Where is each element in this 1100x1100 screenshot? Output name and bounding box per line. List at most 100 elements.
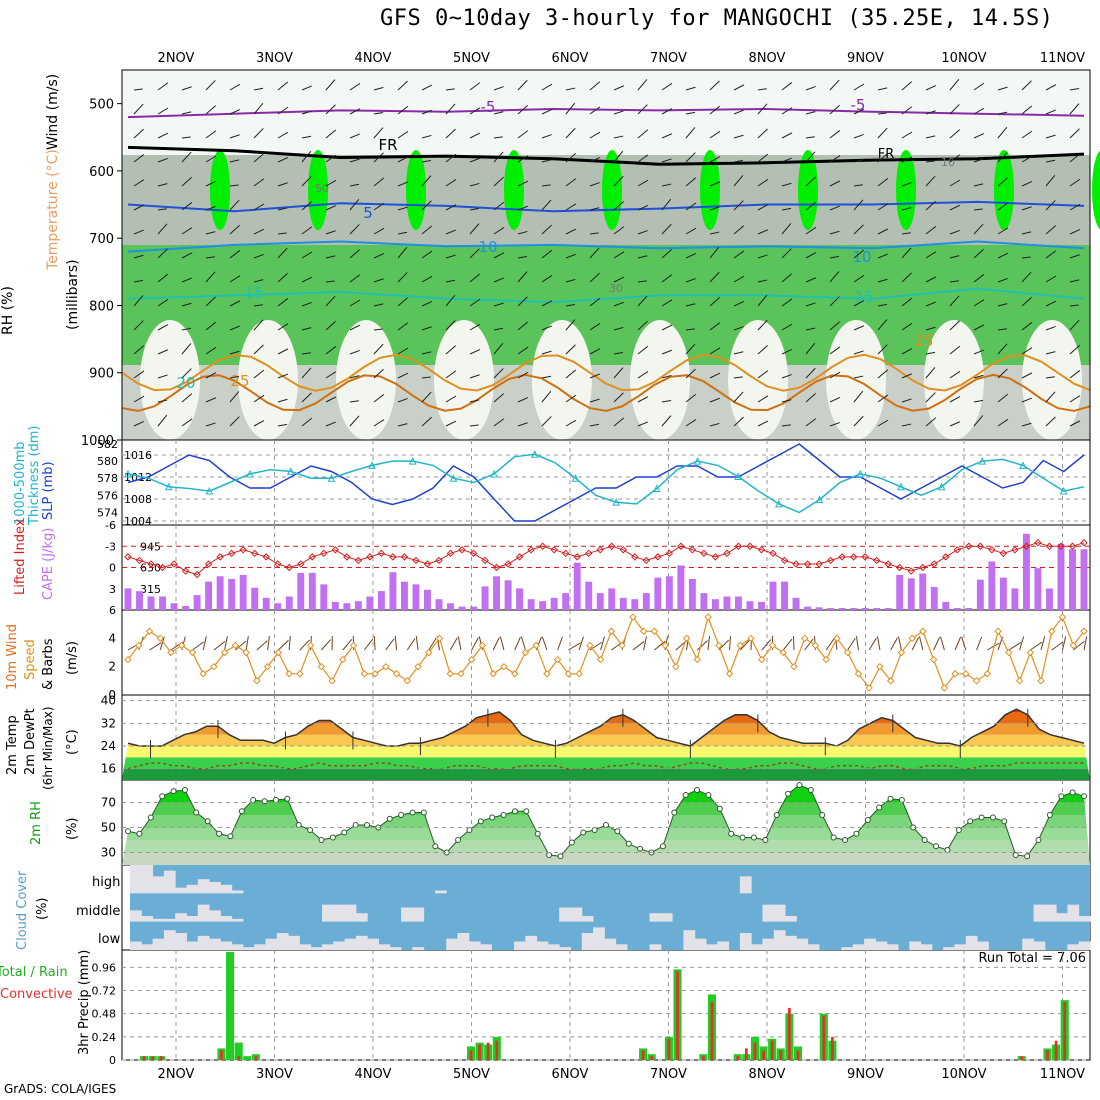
cape-bar	[1022, 533, 1030, 610]
upper-wind-barb	[277, 373, 288, 379]
cape-bar	[228, 578, 236, 610]
upper-wind-barb	[397, 397, 408, 403]
upper-wind-barb	[253, 203, 265, 211]
upper-wind-barb	[997, 86, 1008, 91]
upper-wind-barb	[949, 154, 961, 163]
wind-barb	[782, 638, 793, 651]
upper-wind-barb	[397, 231, 408, 235]
upper-wind-barb	[253, 228, 265, 235]
wind-speed-marker	[865, 684, 873, 692]
temp-tick: 32	[101, 716, 116, 730]
upper-wind-barb	[733, 159, 744, 163]
wind-barb	[406, 638, 416, 651]
rh-marker	[933, 843, 940, 850]
upper-wind-barb	[181, 393, 193, 403]
upper-wind-barb	[589, 423, 600, 427]
upper-wind-barb	[877, 319, 888, 331]
upper-wind-barb	[637, 79, 648, 91]
upper-wind-barb	[973, 399, 984, 403]
cape-bar	[884, 607, 892, 610]
upper-wind-barb	[1045, 391, 1056, 403]
day-label-bottom: 11NOV	[1040, 1067, 1085, 1082]
upper-wind-barb	[1045, 376, 1055, 379]
upper-wind-barb	[1069, 178, 1081, 187]
upper-wind-barb	[973, 133, 985, 139]
wind-barb	[729, 635, 732, 651]
li-marker	[700, 549, 708, 558]
upper-wind-barb	[733, 250, 745, 259]
wind-barb	[1040, 636, 1046, 651]
upper-wind-barb	[157, 298, 169, 307]
upper-wind-barb	[373, 127, 384, 139]
upper-wind-barb	[1069, 153, 1081, 163]
thickness-tick: 578	[97, 472, 118, 485]
upper-wind-barb	[877, 178, 889, 187]
wind-barb	[897, 636, 902, 651]
upper-wind-barb	[493, 201, 505, 211]
wind-speed-marker	[285, 670, 293, 678]
wind10-label-4: (m/s)	[65, 641, 80, 675]
upper-wind-barb	[877, 303, 888, 307]
li-marker	[377, 549, 386, 558]
li-marker	[769, 549, 777, 558]
cape-bar	[297, 572, 305, 610]
cloud-low-bar	[739, 933, 752, 950]
upper-wind-barb	[733, 200, 744, 211]
upper-wind-barb	[757, 229, 769, 235]
cape-bar	[942, 601, 950, 610]
rh-marker	[1012, 852, 1019, 858]
rh-band	[122, 802, 1090, 815]
upper-wind-barb	[757, 294, 768, 307]
upper-wind-barb	[805, 342, 816, 355]
upper-wind-barb	[1069, 128, 1080, 139]
rh-marker	[728, 830, 735, 837]
upper-wind-barb	[253, 369, 265, 379]
cloud-low-bar	[875, 941, 888, 950]
cloud-low-bar	[231, 944, 244, 950]
thickness-tick: 580	[97, 455, 118, 468]
upper-wind-barb	[973, 107, 985, 115]
upper-wind-barb	[901, 207, 912, 211]
cloud-low-bar	[965, 935, 978, 950]
upper-wind-barb	[445, 128, 456, 139]
wind-barb	[385, 638, 395, 651]
cape-bar	[781, 581, 788, 610]
upper-wind-barb	[829, 180, 841, 187]
upper-wind-barb	[637, 421, 649, 427]
cape-bar	[1045, 588, 1053, 610]
upper-wind-barb	[133, 320, 144, 331]
temp2m-label-4: (°C)	[65, 729, 80, 755]
upper-wind-barb	[565, 228, 577, 235]
rh-max-cell	[210, 150, 230, 230]
li-marker	[435, 556, 443, 565]
upper-wind-barb	[853, 415, 864, 427]
upper-wind-barb	[229, 199, 240, 211]
upper-wind-barb	[853, 375, 864, 379]
upper-wind-barb	[397, 131, 409, 139]
cloud-low-label: low	[98, 932, 121, 947]
upper-wind-barb	[373, 368, 384, 379]
upper-wind-barb	[469, 223, 480, 235]
rh-marker	[773, 812, 780, 818]
upper-wind-barb	[613, 326, 624, 331]
wind-speed-marker	[693, 655, 702, 664]
chart-title: GFS 0~10day 3-hourly for MANGOCHI (35.25…	[380, 6, 1054, 31]
upper-wind-barb	[637, 371, 649, 379]
rh-marker	[557, 853, 564, 860]
li-marker	[1045, 542, 1054, 550]
upper-wind-barb	[565, 178, 577, 187]
thickness-marker	[164, 482, 173, 491]
rh-contour-label: 50	[315, 182, 329, 195]
temp-band	[122, 757, 1090, 769]
upper-wind-barb	[1045, 109, 1057, 115]
upper-wind-barb	[661, 349, 672, 355]
cloud-high-bar	[186, 884, 199, 894]
upper-wind-barb	[565, 278, 576, 283]
upper-wind-barb	[517, 321, 529, 331]
li-marker	[227, 549, 236, 558]
upper-wind-barb	[805, 176, 816, 187]
rh-marker	[864, 817, 871, 823]
upper-wind-barb	[901, 81, 913, 91]
upper-wind-barb	[565, 394, 577, 403]
rh-marker	[193, 809, 200, 816]
